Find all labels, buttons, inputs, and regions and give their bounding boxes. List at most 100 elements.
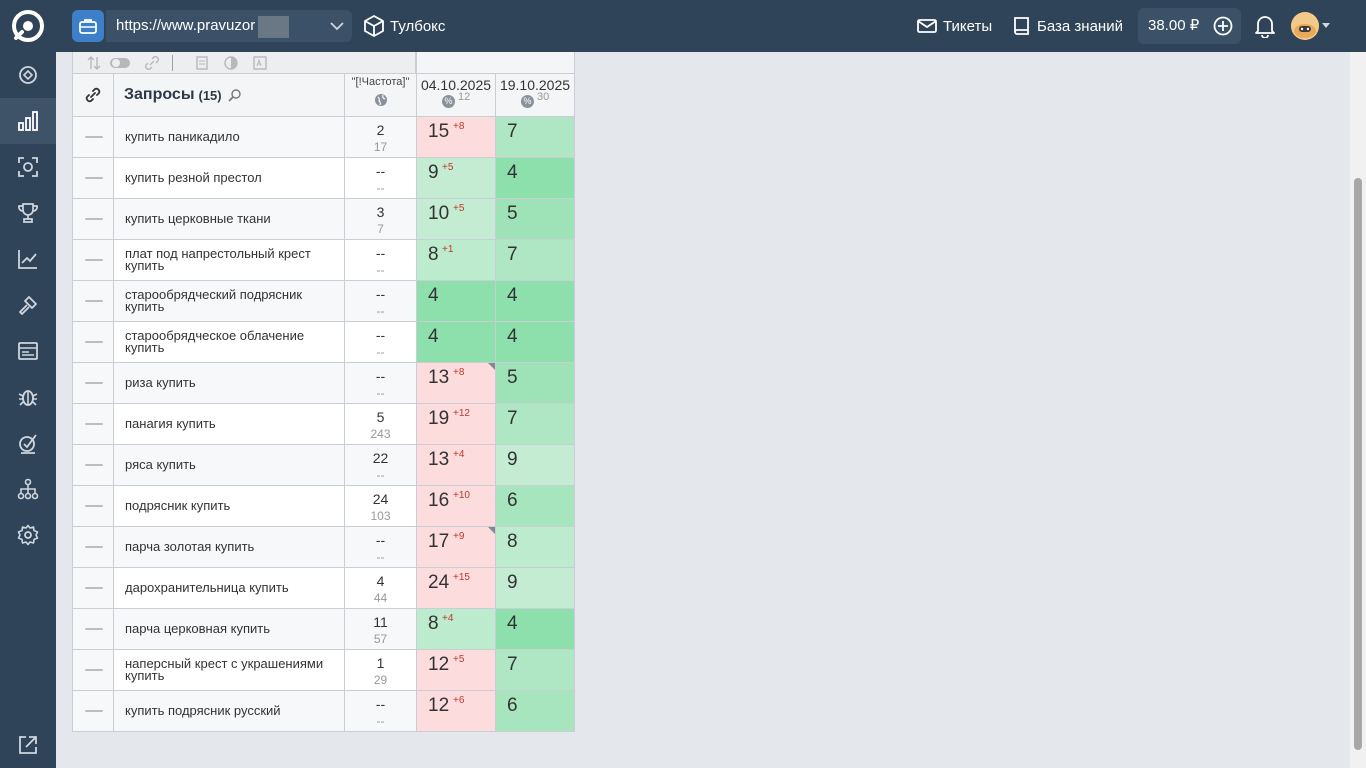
sidebar-item-tools[interactable] — [0, 282, 56, 328]
query-cell[interactable]: купить подрясник русский — [113, 690, 345, 732]
search-icon[interactable] — [228, 88, 242, 102]
query-cell[interactable]: купить резной престол — [113, 157, 345, 199]
app-logo-icon[interactable] — [10, 8, 46, 44]
row-link-cell[interactable] — [72, 362, 114, 404]
position-cell-date-2[interactable]: 4 — [495, 280, 575, 322]
row-link-cell[interactable] — [72, 321, 114, 363]
position-cell-date-2[interactable]: 9 — [495, 444, 575, 486]
query-cell[interactable]: плат под напрестольный крест купить — [113, 239, 345, 281]
position-cell-date-1[interactable]: 10 +5 — [416, 198, 496, 240]
position-cell-date-2[interactable]: 5 — [495, 198, 575, 240]
row-link-cell[interactable] — [72, 239, 114, 281]
sidebar-item-settings[interactable] — [0, 512, 56, 558]
query-cell[interactable]: старообрядческий подрясник купить — [113, 280, 345, 322]
query-cell[interactable]: парча церковная купить — [113, 608, 345, 650]
table-toolbar — [72, 52, 416, 74]
sidebar-item-sitemap[interactable] — [0, 466, 56, 512]
row-link-cell[interactable] — [72, 485, 114, 527]
knowledge-base-link[interactable]: База знаний — [1013, 14, 1123, 38]
position-cell-date-1[interactable]: 9 +5 — [416, 157, 496, 199]
user-menu-caret-icon[interactable] — [1322, 23, 1330, 28]
vertical-scrollbar[interactable] — [1350, 52, 1366, 768]
sidebar-item-dashboard[interactable] — [0, 52, 56, 98]
row-link-cell[interactable] — [72, 526, 114, 568]
header-date-2[interactable]: 19.10.2025 % 30 — [495, 73, 575, 117]
position-cell-date-1[interactable]: 17 +9 — [416, 526, 496, 568]
position-cell-date-1[interactable]: 16 +10 — [416, 485, 496, 527]
sidebar-item-site-audit[interactable] — [0, 144, 56, 190]
query-cell[interactable]: дарохранительница купить — [113, 567, 345, 609]
position-cell-date-2[interactable]: 4 — [495, 157, 575, 199]
text-format-icon[interactable] — [253, 56, 267, 70]
query-cell[interactable]: купить церковные ткани — [113, 198, 345, 240]
position-cell-date-1[interactable]: 4 — [416, 280, 496, 322]
row-link-cell[interactable] — [72, 116, 114, 158]
query-cell[interactable]: ряса купить — [113, 444, 345, 486]
add-funds-plus-icon[interactable] — [1213, 16, 1233, 36]
query-cell[interactable]: купить паникадило — [113, 116, 345, 158]
position-cell-date-2[interactable]: 4 — [495, 608, 575, 650]
position-cell-date-2[interactable]: 7 — [495, 649, 575, 691]
contrast-icon[interactable] — [224, 56, 238, 70]
row-link-cell[interactable] — [72, 649, 114, 691]
position-cell-date-2[interactable]: 6 — [495, 690, 575, 732]
project-selector[interactable]: https://www.pravuzor — [106, 10, 352, 42]
position-cell-date-1[interactable]: 15 +8 — [416, 116, 496, 158]
header-link-column[interactable] — [72, 73, 114, 117]
balance-widget[interactable]: 38.00 ₽ — [1138, 8, 1241, 44]
row-link-cell[interactable] — [72, 444, 114, 486]
query-cell[interactable]: панагия купить — [113, 403, 345, 445]
position-cell-date-2[interactable]: 4 — [495, 321, 575, 363]
tickets-link[interactable]: Тикеты — [917, 14, 992, 38]
toolbox-link[interactable]: Тулбокс — [364, 14, 445, 38]
position-value: 13 — [428, 449, 450, 470]
query-cell[interactable]: старообрядческое облачение купить — [113, 321, 345, 363]
position-cell-date-1[interactable]: 12 +6 — [416, 690, 496, 732]
position-cell-date-2[interactable]: 9 — [495, 567, 575, 609]
query-cell[interactable]: парча золотая купить — [113, 526, 345, 568]
sidebar-item-bugs[interactable] — [0, 374, 56, 420]
position-cell-date-2[interactable]: 8 — [495, 526, 575, 568]
sidebar-item-competitors[interactable] — [0, 190, 56, 236]
row-link-cell[interactable] — [72, 157, 114, 199]
sidebar-item-monitoring[interactable] — [0, 328, 56, 374]
query-cell[interactable]: риза купить — [113, 362, 345, 404]
scrollbar-thumb[interactable] — [1354, 178, 1362, 750]
query-cell[interactable]: подрясник купить — [113, 485, 345, 527]
position-cell-date-1[interactable]: 13 +8 — [416, 362, 496, 404]
position-cell-date-2[interactable]: 7 — [495, 239, 575, 281]
position-cell-date-1[interactable]: 12 +5 — [416, 649, 496, 691]
position-cell-date-2[interactable]: 5 — [495, 362, 575, 404]
sort-icon[interactable] — [87, 56, 101, 70]
header-queries[interactable]: Запросы (15) — [113, 73, 345, 117]
header-date-1[interactable]: 04.10.2025 % 12 — [416, 73, 496, 117]
row-link-cell[interactable] — [72, 690, 114, 732]
globe-icon — [374, 94, 387, 106]
position-cell-date-2[interactable]: 7 — [495, 403, 575, 445]
position-cell-date-2[interactable]: 7 — [495, 116, 575, 158]
project-briefcase-button[interactable] — [72, 10, 104, 42]
position-cell-date-1[interactable]: 24 +15 — [416, 567, 496, 609]
query-cell[interactable]: наперсный крест с украшениями купить — [113, 649, 345, 691]
link-toggle-icon[interactable] — [145, 56, 159, 70]
position-cell-date-1[interactable]: 8 +1 — [416, 239, 496, 281]
user-avatar[interactable] — [1291, 12, 1319, 40]
toggle-icon[interactable] — [109, 56, 131, 70]
row-link-cell[interactable] — [72, 608, 114, 650]
sidebar-item-analytics[interactable] — [0, 236, 56, 282]
row-link-cell[interactable] — [72, 198, 114, 240]
sidebar-item-positions[interactable] — [0, 98, 56, 144]
bell-icon[interactable] — [1254, 14, 1276, 38]
position-cell-date-1[interactable]: 13 +4 — [416, 444, 496, 486]
position-cell-date-2[interactable]: 6 — [495, 485, 575, 527]
row-link-cell[interactable] — [72, 280, 114, 322]
position-cell-date-1[interactable]: 4 — [416, 321, 496, 363]
sidebar-item-checklist[interactable] — [0, 420, 56, 466]
position-cell-date-1[interactable]: 8 +4 — [416, 608, 496, 650]
row-link-cell[interactable] — [72, 567, 114, 609]
sidebar-item-external[interactable] — [0, 722, 56, 768]
row-link-cell[interactable] — [72, 403, 114, 445]
position-cell-date-1[interactable]: 19 +12 — [416, 403, 496, 445]
document-icon[interactable] — [195, 56, 209, 70]
header-frequency[interactable]: "[!Частота]" — [344, 73, 417, 117]
